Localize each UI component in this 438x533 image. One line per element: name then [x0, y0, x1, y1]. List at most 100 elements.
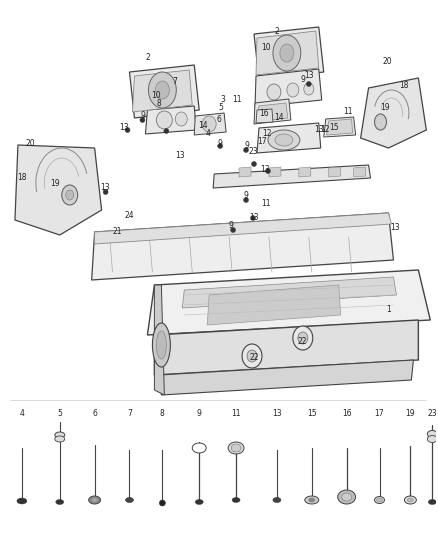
Ellipse shape: [56, 499, 64, 505]
Circle shape: [265, 168, 270, 174]
Ellipse shape: [242, 344, 262, 368]
Ellipse shape: [156, 331, 166, 359]
Polygon shape: [256, 31, 319, 75]
Ellipse shape: [293, 326, 313, 350]
Polygon shape: [194, 113, 226, 135]
Text: 10: 10: [261, 44, 271, 52]
Text: 19: 19: [381, 103, 390, 112]
Text: 7: 7: [127, 409, 132, 418]
Ellipse shape: [155, 81, 170, 99]
Text: 9: 9: [140, 111, 145, 120]
Polygon shape: [254, 27, 324, 80]
Ellipse shape: [228, 442, 244, 454]
Text: 9: 9: [197, 409, 201, 418]
Circle shape: [140, 117, 145, 123]
Polygon shape: [213, 165, 371, 188]
Text: 15: 15: [329, 124, 339, 133]
Text: 22: 22: [249, 353, 259, 362]
Ellipse shape: [192, 443, 206, 453]
Text: 13: 13: [100, 183, 110, 192]
Text: 20: 20: [25, 139, 35, 148]
Text: 10: 10: [152, 91, 161, 100]
Ellipse shape: [275, 134, 293, 146]
Ellipse shape: [195, 499, 203, 505]
Text: 13: 13: [249, 214, 259, 222]
Ellipse shape: [66, 190, 74, 200]
Text: 12: 12: [320, 125, 329, 134]
Polygon shape: [324, 117, 356, 137]
Ellipse shape: [267, 84, 281, 100]
Circle shape: [159, 500, 166, 506]
Ellipse shape: [247, 350, 257, 362]
Ellipse shape: [231, 444, 241, 452]
Polygon shape: [92, 213, 393, 280]
Ellipse shape: [156, 111, 172, 129]
Text: 17: 17: [257, 136, 267, 146]
Text: 13: 13: [260, 166, 270, 174]
Polygon shape: [130, 65, 199, 118]
Text: 9: 9: [244, 141, 250, 150]
Text: 19: 19: [406, 409, 415, 418]
Text: 23: 23: [427, 409, 437, 418]
Text: 24: 24: [125, 211, 134, 220]
Text: 4: 4: [206, 128, 211, 138]
Polygon shape: [182, 277, 396, 308]
Ellipse shape: [175, 112, 187, 126]
Text: 22: 22: [297, 336, 307, 345]
Ellipse shape: [273, 497, 281, 503]
Polygon shape: [256, 109, 273, 123]
Ellipse shape: [427, 435, 437, 442]
Circle shape: [103, 190, 108, 195]
Ellipse shape: [55, 436, 65, 442]
Polygon shape: [154, 320, 418, 375]
Ellipse shape: [232, 497, 240, 503]
Text: 14: 14: [198, 122, 208, 131]
Text: 11: 11: [231, 409, 241, 418]
Text: 6: 6: [92, 409, 97, 418]
Polygon shape: [257, 103, 288, 121]
Text: 5: 5: [57, 409, 62, 418]
Text: 2: 2: [145, 53, 150, 62]
Polygon shape: [154, 285, 164, 395]
Circle shape: [244, 198, 248, 203]
Text: 1: 1: [386, 305, 391, 314]
Text: 15: 15: [307, 409, 317, 418]
Polygon shape: [327, 119, 353, 135]
Text: 18: 18: [17, 174, 27, 182]
Text: 11: 11: [343, 107, 353, 116]
Text: 13: 13: [176, 150, 185, 159]
Ellipse shape: [428, 499, 436, 505]
Ellipse shape: [152, 323, 170, 367]
Text: 12: 12: [262, 128, 272, 138]
Text: 11: 11: [261, 199, 271, 208]
Ellipse shape: [88, 496, 101, 504]
Text: 13: 13: [272, 409, 282, 418]
Circle shape: [125, 127, 130, 133]
Ellipse shape: [17, 498, 27, 504]
Polygon shape: [269, 167, 281, 177]
Text: 9: 9: [229, 222, 233, 230]
Circle shape: [230, 228, 236, 232]
Text: 13: 13: [391, 223, 400, 232]
Text: 18: 18: [399, 82, 409, 91]
Ellipse shape: [280, 44, 294, 62]
Polygon shape: [145, 106, 196, 134]
Text: 3: 3: [221, 95, 226, 104]
Text: 17: 17: [374, 409, 384, 418]
Ellipse shape: [374, 114, 386, 130]
Circle shape: [164, 128, 169, 133]
Circle shape: [306, 82, 311, 86]
Ellipse shape: [202, 116, 216, 132]
Polygon shape: [239, 167, 251, 177]
Text: 14: 14: [274, 114, 284, 123]
Polygon shape: [257, 123, 321, 153]
Polygon shape: [255, 69, 322, 107]
Text: 7: 7: [172, 77, 177, 86]
Ellipse shape: [126, 497, 134, 503]
Ellipse shape: [407, 498, 413, 502]
Ellipse shape: [148, 72, 177, 108]
Polygon shape: [15, 145, 102, 235]
Text: 13: 13: [120, 124, 129, 133]
Text: 23: 23: [248, 148, 258, 157]
Ellipse shape: [268, 130, 300, 150]
